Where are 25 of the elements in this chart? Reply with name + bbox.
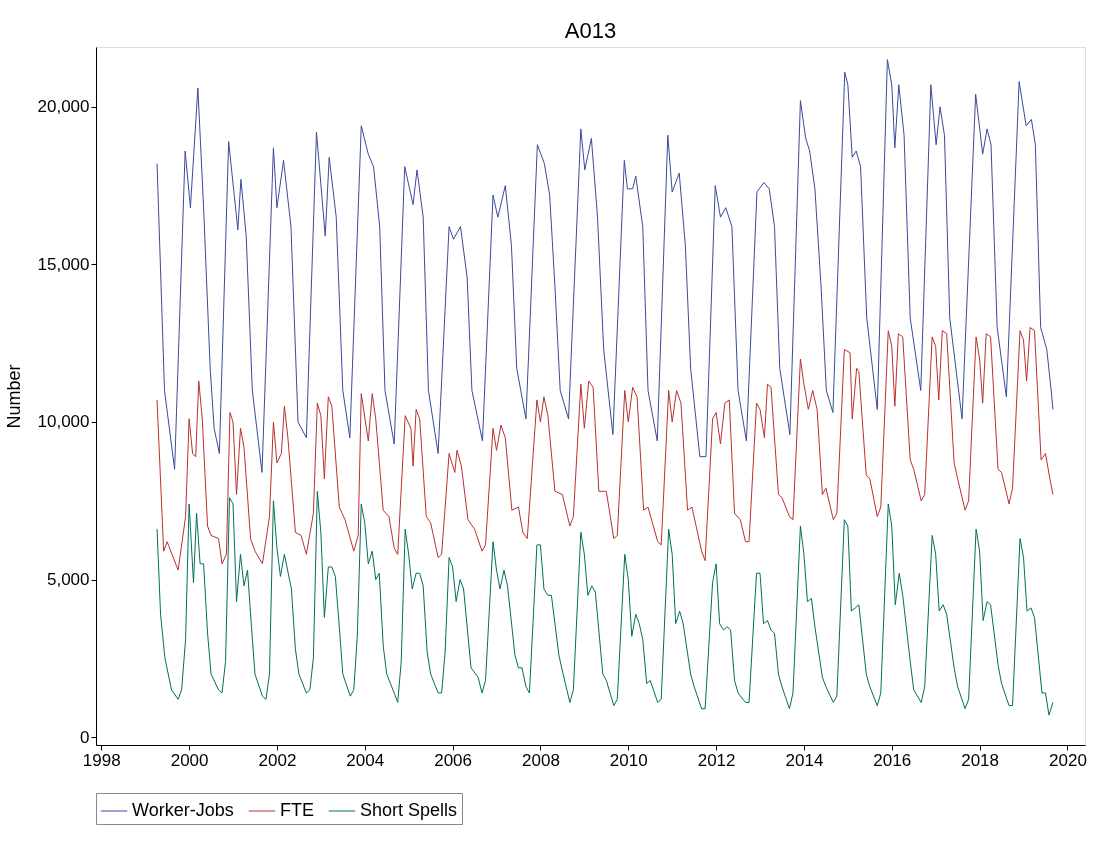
x-tick-label: 2008 — [522, 750, 560, 770]
x-tick-label: 2020 — [1049, 750, 1087, 770]
legend-label: FTE — [280, 800, 314, 820]
x-tick-label: 2002 — [258, 750, 297, 770]
y-tick-label: 0 — [80, 727, 90, 747]
y-tick-label: 20,000 — [37, 97, 90, 117]
legend-label: Worker-Jobs — [132, 800, 234, 820]
x-tick-label: 2006 — [434, 750, 473, 770]
x-tick-label: 2004 — [346, 750, 385, 770]
chart-title: A013 — [564, 18, 617, 43]
line-series — [156, 59, 1054, 473]
line-series — [156, 490, 1054, 716]
x-tick-label: 1998 — [82, 750, 121, 770]
x-tick-label: 2016 — [873, 750, 912, 770]
x-tick-label: 2010 — [609, 750, 648, 770]
legend-label: Short Spells — [360, 800, 458, 820]
x-tick-label: 2012 — [697, 750, 736, 770]
y-tick-label: 10,000 — [37, 412, 90, 432]
x-tick-label: 2018 — [961, 750, 1000, 770]
y-tick-label: 15,000 — [37, 254, 90, 274]
x-tick-label: 2000 — [170, 750, 209, 770]
line-series — [156, 326, 1054, 571]
x-tick-label: 2014 — [785, 750, 824, 770]
y-axis-title: Number — [3, 364, 24, 429]
y-tick-label: 5,000 — [46, 570, 90, 590]
